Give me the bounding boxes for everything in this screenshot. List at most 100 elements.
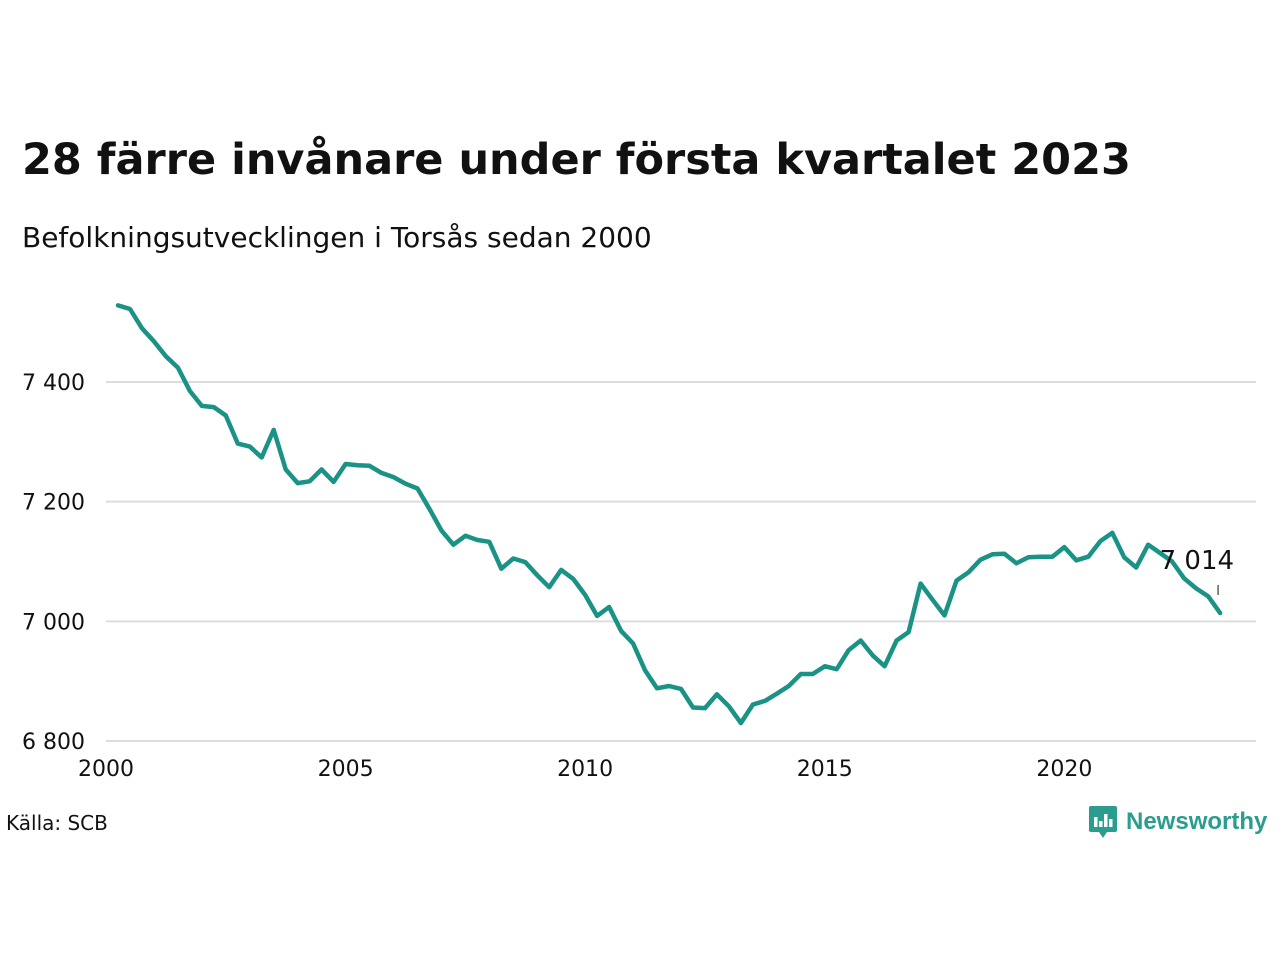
data-point (655, 686, 659, 690)
data-point (332, 480, 336, 484)
last-value-label: 7 014 (1160, 546, 1234, 576)
data-point (775, 692, 779, 696)
data-point (511, 557, 515, 561)
data-point (272, 428, 276, 432)
data-point (967, 570, 971, 574)
data-point (943, 613, 947, 617)
data-point (990, 552, 994, 556)
data-point (763, 699, 767, 703)
data-point (1050, 555, 1054, 559)
data-point (715, 692, 719, 696)
x-tick-label: 2010 (557, 757, 613, 782)
chart-title: 28 färre invånare under första kvartalet… (22, 135, 1131, 185)
y-tick-label: 7 000 (22, 610, 85, 635)
data-point (1086, 555, 1090, 559)
data-point (619, 629, 623, 633)
data-point (308, 479, 312, 483)
data-point (1146, 543, 1150, 547)
data-point (1062, 545, 1066, 549)
data-point (1194, 586, 1198, 590)
data-point (356, 463, 360, 467)
data-point (212, 405, 216, 409)
x-tick-label: 2000 (78, 757, 134, 782)
data-point (1014, 561, 1018, 565)
y-axis-tick-labels: 6 800 7 000 7 200 7 400 (22, 371, 85, 755)
data-point (787, 684, 791, 688)
data-point (224, 414, 228, 418)
data-point (116, 303, 120, 307)
data-point (1110, 531, 1114, 535)
data-point (1098, 539, 1102, 543)
data-point (1038, 555, 1042, 559)
data-point (463, 534, 467, 538)
data-point (859, 638, 863, 642)
brand-logo: Newsworthy (1088, 804, 1267, 840)
data-point (344, 462, 348, 466)
data-point (1182, 576, 1186, 580)
data-point (847, 648, 851, 652)
data-point (931, 598, 935, 602)
data-point (703, 706, 707, 710)
data-point (236, 442, 240, 446)
data-point (439, 528, 443, 532)
data-point (487, 540, 491, 544)
data-point (368, 464, 372, 468)
x-tick-label: 2020 (1036, 757, 1092, 782)
data-point (1122, 555, 1126, 559)
data-point (392, 475, 396, 479)
source-note: Källa: SCB (6, 811, 108, 835)
data-point (200, 404, 204, 408)
data-point (1206, 594, 1210, 598)
data-point (559, 568, 563, 572)
data-point (1074, 558, 1078, 562)
gridlines (106, 381, 1256, 742)
data-point (1134, 565, 1138, 569)
data-point (835, 667, 839, 671)
data-point (679, 687, 683, 691)
data-point (164, 354, 168, 358)
y-tick-label: 7 200 (22, 491, 85, 516)
data-point (823, 664, 827, 668)
data-point (727, 704, 731, 708)
data-point (260, 455, 264, 459)
y-tick-label: 6 800 (22, 730, 85, 755)
data-point (919, 582, 923, 586)
data-point (1218, 611, 1222, 615)
x-axis-tick-labels: 2000 2005 2010 2015 2020 (78, 757, 1092, 782)
population-series-line (115, 303, 1223, 726)
data-point (643, 668, 647, 672)
data-point (415, 487, 419, 491)
data-point (1002, 552, 1006, 556)
data-point (907, 630, 911, 634)
data-point (451, 543, 455, 547)
data-point (128, 307, 132, 311)
x-tick-label: 2015 (797, 757, 853, 782)
data-point (607, 605, 611, 609)
y-tick-label: 7 400 (22, 371, 85, 396)
data-point (152, 339, 156, 343)
data-point (140, 326, 144, 330)
data-point (320, 467, 324, 471)
data-point (895, 638, 899, 642)
data-point (499, 567, 503, 571)
data-point (535, 573, 539, 577)
data-point (427, 507, 431, 511)
data-point (751, 703, 755, 707)
chart-subtitle: Befolkningsutvecklingen i Torsås sedan 2… (22, 221, 652, 254)
data-point (188, 389, 192, 393)
data-point (799, 672, 803, 676)
data-point (176, 366, 180, 370)
data-point (380, 471, 384, 475)
data-point (547, 585, 551, 589)
series-layer (115, 303, 1223, 726)
data-point (296, 481, 300, 485)
data-point (284, 467, 288, 471)
data-point (571, 577, 575, 581)
annotations: 7 014 (1160, 546, 1234, 595)
x-tick-label: 2005 (318, 757, 374, 782)
data-point (403, 482, 407, 486)
data-point (691, 705, 695, 709)
data-point (523, 560, 527, 564)
data-point (583, 593, 587, 597)
